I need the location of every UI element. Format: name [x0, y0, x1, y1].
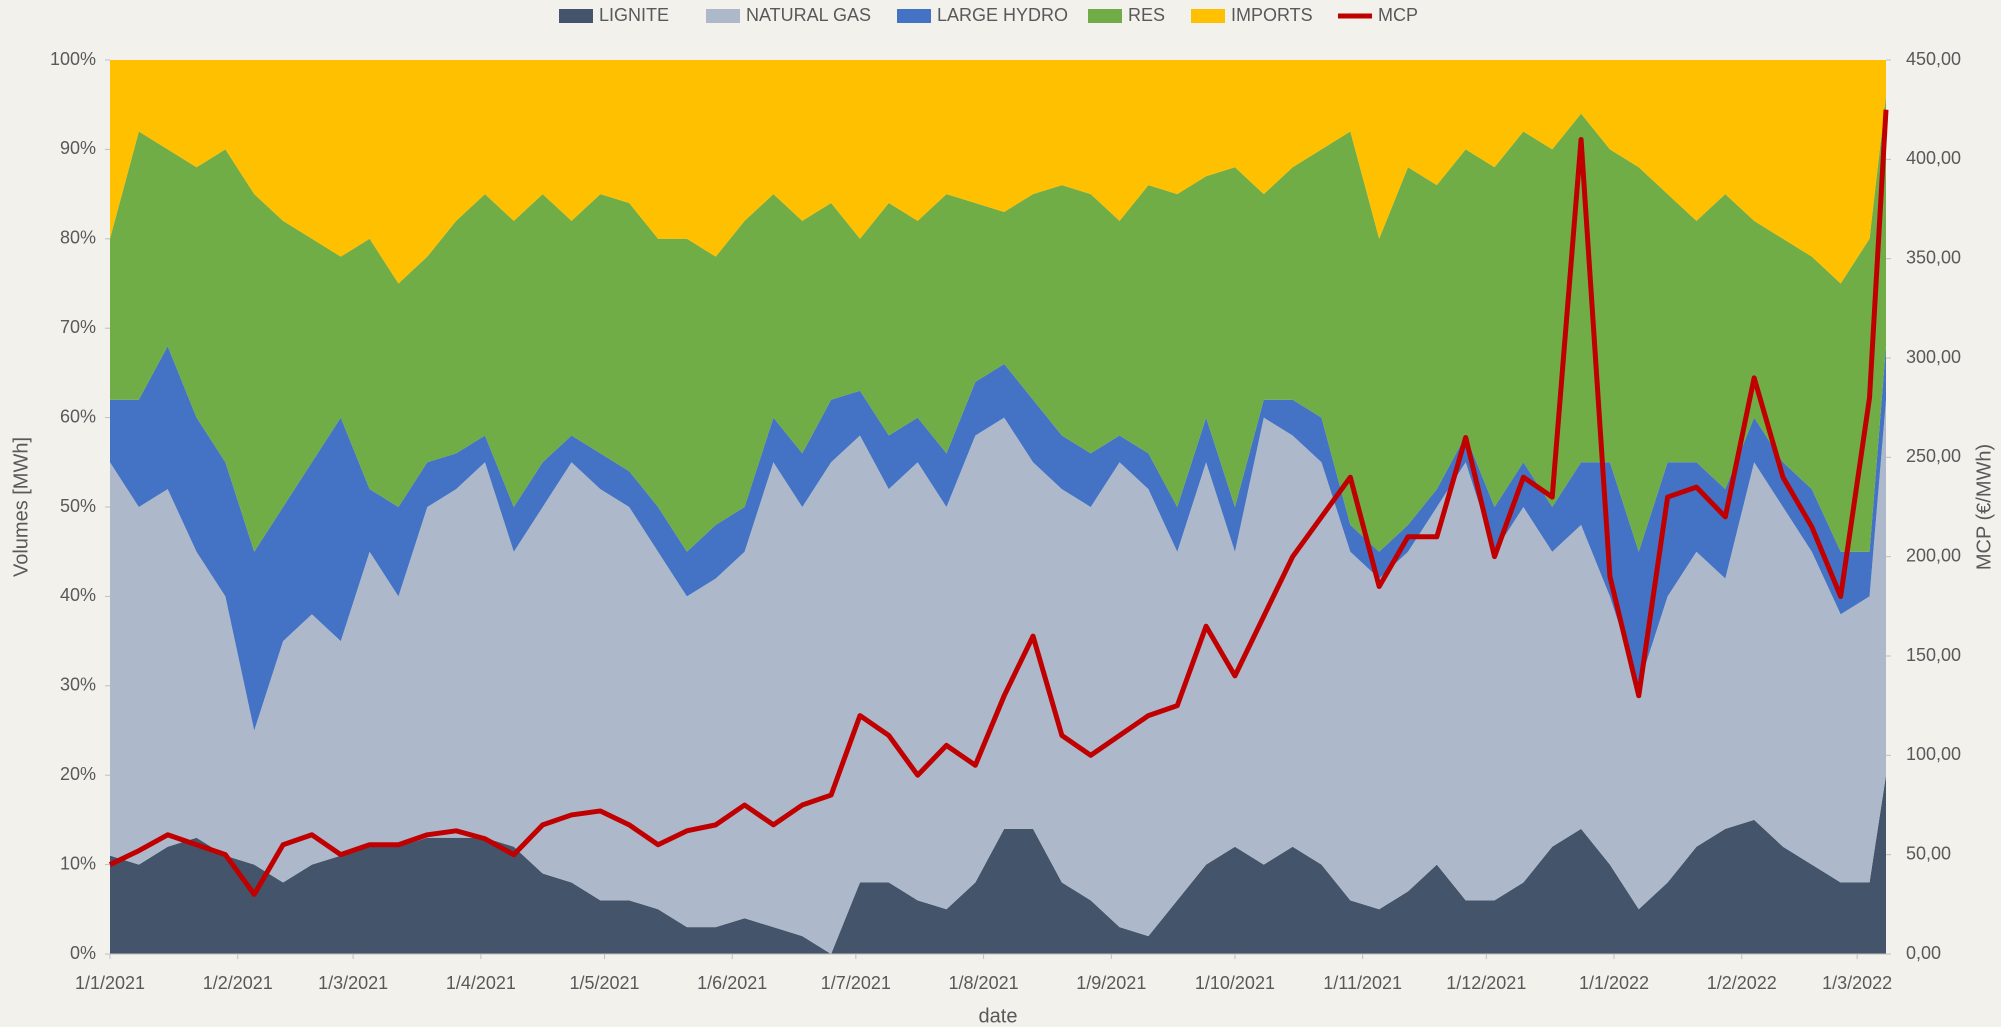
legend-swatch [559, 9, 593, 23]
area [110, 60, 1886, 284]
legend-label: LARGE HYDRO [937, 5, 1068, 25]
y-tick-label: 30% [60, 675, 96, 695]
y2-tick-label: 50,00 [1906, 843, 1951, 863]
y-tick-label: 80% [60, 228, 96, 248]
legend-swatch [897, 9, 931, 23]
y2-tick-label: 250,00 [1906, 446, 1961, 466]
legend-label: NATURAL GAS [746, 5, 871, 25]
x-tick-label: 1/6/2021 [697, 973, 767, 993]
legend-label: IMPORTS [1231, 5, 1313, 25]
y2-tick-label: 300,00 [1906, 347, 1961, 367]
x-tick-label: 1/3/2022 [1822, 973, 1892, 993]
y-tick-label: 40% [60, 585, 96, 605]
x-tick-label: 1/2/2021 [203, 973, 273, 993]
y2-tick-label: 350,00 [1906, 247, 1961, 267]
x-tick-label: 1/4/2021 [446, 973, 516, 993]
y-tick-label: 20% [60, 764, 96, 784]
area [110, 775, 1886, 954]
y2-tick-label: 100,00 [1906, 744, 1961, 764]
x-tick-label: 1/5/2021 [569, 973, 639, 993]
legend-swatch [1088, 9, 1122, 23]
area [110, 399, 1886, 955]
x-axis-label: date [979, 1005, 1018, 1027]
y-tick-label: 60% [60, 406, 96, 426]
x-tick-label: 1/9/2021 [1076, 973, 1146, 993]
x-tick-label: 1/2/2022 [1707, 973, 1777, 993]
legend-swatch [1191, 9, 1225, 23]
y-tick-label: 0% [70, 943, 96, 963]
legend-label: RES [1128, 5, 1165, 25]
y-tick-label: 10% [60, 853, 96, 873]
y2-tick-label: 200,00 [1906, 545, 1961, 565]
y2-tick-label: 0,00 [1906, 943, 1941, 963]
x-tick-label: 1/11/2021 [1323, 973, 1402, 993]
y2-tick-label: 150,00 [1906, 645, 1961, 665]
x-tick-label: 1/12/2021 [1446, 973, 1526, 993]
legend-label: LIGNITE [599, 5, 669, 25]
y2-tick-label: 450,00 [1906, 49, 1961, 69]
area [110, 95, 1886, 552]
legend-label: MCP [1378, 5, 1418, 25]
mcp-line [108, 109, 1889, 897]
x-tick-label: 1/10/2021 [1195, 973, 1275, 993]
y-tick-label: 90% [60, 138, 96, 158]
x-tick-label: 1/1/2021 [75, 973, 145, 993]
legend-swatch [706, 9, 740, 23]
x-tick-label: 1/3/2021 [318, 973, 388, 993]
y-tick-label: 70% [60, 317, 96, 337]
x-tick-label: 1/7/2021 [821, 973, 891, 993]
y2-axis-label: MCP (€/MWh) [1973, 444, 1995, 570]
y-tick-label: 100% [50, 49, 96, 69]
x-tick-label: 1/1/2022 [1579, 973, 1649, 993]
y2-tick-label: 400,00 [1906, 148, 1961, 168]
x-tick-label: 1/8/2021 [949, 973, 1019, 993]
y-tick-label: 50% [60, 496, 96, 516]
y-axis-label: Volumes [MWh] [10, 437, 32, 577]
